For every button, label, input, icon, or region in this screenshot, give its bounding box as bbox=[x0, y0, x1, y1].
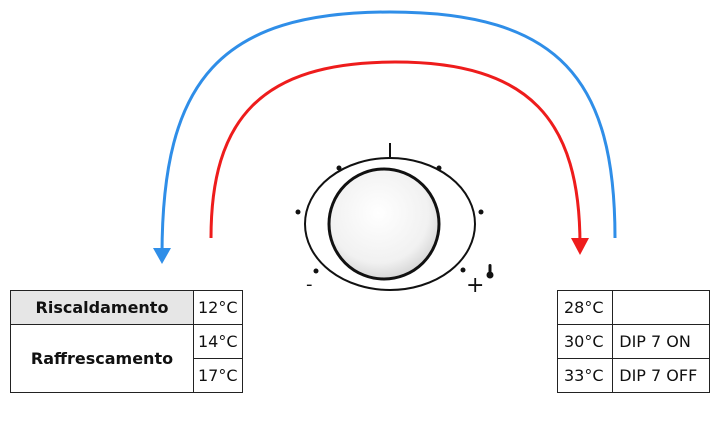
heating-label: Riscaldamento bbox=[10, 290, 194, 325]
heating-temp: 12°C bbox=[193, 290, 243, 325]
heating-arrowhead bbox=[571, 238, 589, 255]
table-row: 30°C DIP 7 ON bbox=[556, 324, 710, 359]
minus-label: - bbox=[306, 274, 313, 295]
cooling-arc bbox=[160, 10, 617, 256]
scale-dot bbox=[336, 165, 342, 171]
scale-dot bbox=[460, 267, 466, 273]
table-row: 17°C bbox=[11, 358, 243, 393]
scale-dot bbox=[313, 268, 319, 274]
dip-setting: DIP 7 OFF bbox=[612, 358, 710, 393]
dip-temp: 28°C bbox=[556, 290, 614, 325]
dip-switch-table: 28°C 30°C DIP 7 ON 33°C DIP 7 OFF bbox=[556, 290, 710, 393]
scale-dot bbox=[436, 165, 442, 171]
scale-dot bbox=[478, 209, 484, 215]
knob-dial[interactable] bbox=[327, 167, 441, 281]
table-row: 28°C bbox=[556, 290, 710, 325]
plus-label: + bbox=[466, 273, 484, 298]
table-row: Raffrescamento 14°C bbox=[10, 324, 243, 393]
thermometer-icon bbox=[486, 264, 494, 279]
cooling-label: Raffrescamento bbox=[10, 324, 194, 393]
cooling-temp: 17°C bbox=[193, 358, 243, 393]
dip-temp: 33°C bbox=[556, 358, 614, 393]
cooling-arrowhead bbox=[153, 248, 171, 264]
dip-setting: DIP 7 ON bbox=[612, 324, 710, 359]
heating-arc bbox=[209, 60, 582, 246]
heating-cooling-table: Riscaldamento 12°C Raffrescamento 14°C 1… bbox=[10, 290, 243, 393]
table-row: 33°C DIP 7 OFF bbox=[556, 358, 710, 393]
scale-dot bbox=[295, 209, 301, 215]
table-row: Riscaldamento 12°C bbox=[10, 290, 243, 325]
dip-setting bbox=[612, 290, 710, 325]
cooling-temp: 14°C bbox=[193, 324, 243, 359]
dip-temp: 30°C bbox=[556, 324, 614, 359]
